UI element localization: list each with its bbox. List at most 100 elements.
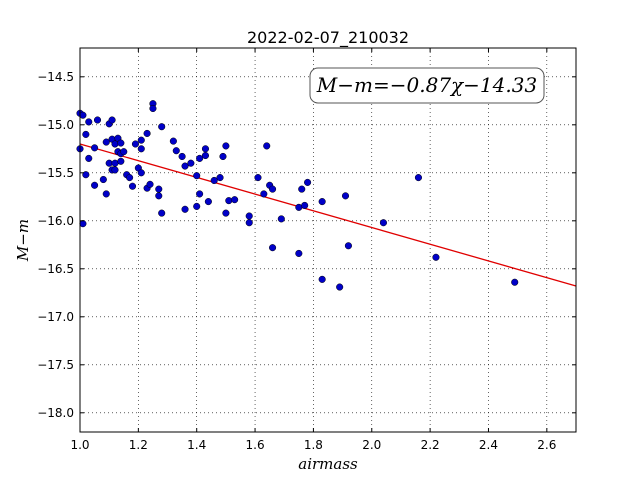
- data-point: [219, 152, 227, 161]
- y-tick-label: −16.5: [37, 262, 74, 276]
- data-point: [146, 180, 154, 188]
- data-point: [193, 202, 201, 210]
- data-point: [108, 116, 116, 124]
- data-point: [245, 212, 253, 220]
- y-axis-label: M−m: [14, 219, 32, 262]
- data-point: [245, 219, 253, 227]
- data-point: [158, 123, 166, 131]
- data-point: [225, 197, 233, 205]
- data-point: [304, 178, 312, 186]
- y-tick-label: −16.0: [37, 214, 74, 228]
- data-point: [79, 220, 87, 228]
- x-tick-label: 1.0: [70, 438, 89, 452]
- data-point: [511, 278, 519, 286]
- data-point: [196, 190, 204, 198]
- x-tick-label: 1.2: [129, 438, 148, 452]
- data-point: [181, 162, 189, 170]
- data-point: [187, 159, 195, 167]
- data-point: [120, 148, 128, 156]
- data-point: [143, 129, 151, 137]
- data-point: [155, 185, 163, 193]
- axis-ticks: [79, 48, 576, 432]
- data-point: [91, 181, 99, 189]
- data-point: [263, 142, 271, 150]
- data-point: [82, 171, 90, 179]
- x-tick-label: 2.6: [537, 438, 556, 452]
- x-tick-label: 1.4: [187, 438, 206, 452]
- y-tick-labels: −14.5 −15.0 −15.5 −16.0 −16.5 −17.0 −17.5 −18.0: [37, 70, 74, 420]
- data-point: [155, 192, 163, 200]
- data-point: [260, 190, 268, 198]
- data-point: [318, 198, 326, 206]
- data-point: [298, 185, 306, 193]
- data-point: [85, 118, 93, 126]
- data-point: [210, 176, 218, 185]
- data-point: [318, 275, 326, 283]
- data-point: [172, 147, 180, 155]
- data-point: [344, 242, 352, 250]
- y-tick-label: −15.5: [37, 166, 74, 180]
- data-point: [91, 144, 99, 152]
- data-point: [102, 190, 110, 198]
- data-point: [126, 174, 134, 182]
- x-axis-label: airmass: [298, 455, 358, 473]
- data-point: [254, 174, 262, 182]
- data-point: [277, 215, 285, 223]
- x-tick-label: 2.2: [421, 438, 440, 452]
- data-point: [196, 154, 204, 162]
- y-tick-label: −14.5: [37, 70, 74, 84]
- data-point: [269, 244, 277, 252]
- data-point: [158, 209, 166, 217]
- equation-box: M−m=−0.87χ−14.33: [309, 67, 545, 104]
- data-point: [93, 116, 102, 124]
- x-tick-label: 2.4: [479, 438, 498, 452]
- plot-frame: [79, 47, 577, 433]
- x-tick-label: 2.0: [362, 438, 381, 452]
- data-point: [216, 174, 224, 182]
- data-point: [79, 111, 87, 119]
- x-tick-label: 1.6: [246, 438, 265, 452]
- chart-title: 2022-02-07_210032: [247, 28, 409, 48]
- data-point: [137, 145, 145, 153]
- x-tick-labels: 1.0 1.2 1.4 1.6 1.8 2.0 2.2 2.4 2.6: [70, 438, 556, 452]
- equation-text: M−m=−0.87χ−14.33: [316, 73, 537, 97]
- data-point: [131, 140, 139, 148]
- data-point: [301, 201, 309, 209]
- y-tick-label: −17.0: [37, 310, 74, 324]
- data-point: [336, 283, 344, 291]
- data-point: [204, 198, 212, 206]
- data-point: [137, 136, 145, 144]
- y-tick-label: −18.0: [37, 406, 74, 420]
- data-point: [102, 138, 110, 146]
- y-tick-label: −15.0: [37, 118, 74, 132]
- data-point: [201, 151, 210, 160]
- data-point: [269, 185, 277, 193]
- data-point: [117, 157, 125, 165]
- data-point: [222, 209, 230, 217]
- fit-line: [79, 143, 577, 287]
- data-point: [128, 182, 137, 190]
- data-point: [222, 142, 230, 150]
- data-point: [137, 169, 145, 177]
- data-points: [76, 100, 519, 291]
- data-point: [193, 172, 201, 180]
- data-point: [117, 139, 125, 147]
- data-point: [111, 166, 119, 174]
- data-point: [432, 253, 440, 261]
- data-point: [149, 104, 157, 113]
- x-tick-label: 1.8: [304, 438, 323, 452]
- data-point: [414, 174, 422, 182]
- data-point: [181, 205, 189, 213]
- data-point: [295, 249, 303, 257]
- data-point: [82, 130, 90, 138]
- data-point: [169, 137, 177, 145]
- data-point: [341, 192, 350, 200]
- data-point: [231, 196, 239, 204]
- data-point: [201, 145, 210, 153]
- fit-line-group: [79, 143, 577, 287]
- data-point: [178, 152, 186, 161]
- y-tick-label: −17.5: [37, 358, 74, 372]
- data-point: [99, 175, 107, 184]
- grid-lines: [79, 48, 576, 432]
